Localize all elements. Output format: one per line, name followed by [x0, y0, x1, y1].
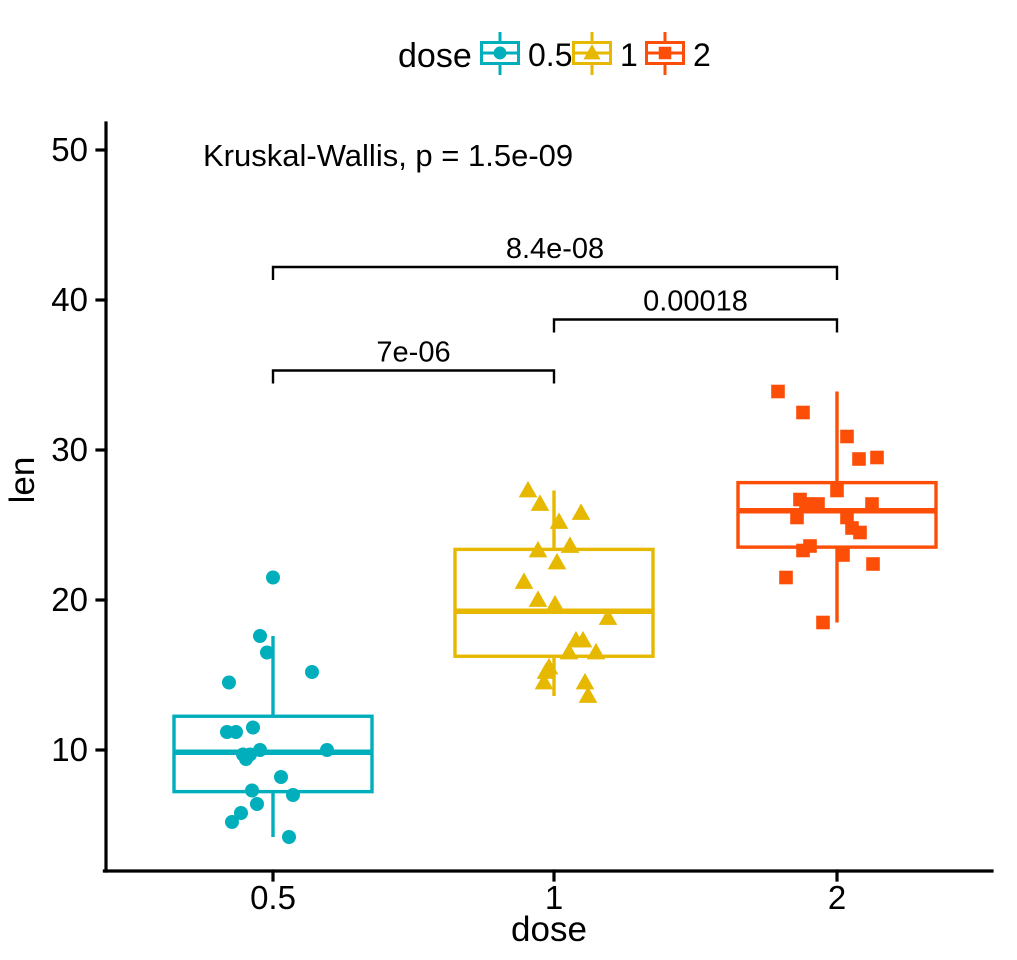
triangle-point [598, 608, 618, 625]
triangle-point [528, 590, 548, 607]
triangle-point [573, 630, 593, 648]
square-point [816, 615, 830, 630]
box-group-2 [736, 384, 938, 630]
y-tick-label: 30 [51, 431, 88, 468]
triangle-point [528, 540, 548, 558]
legend-key-0.5: 0.5 [480, 32, 572, 75]
triangle-point [547, 552, 567, 570]
triangle-point [518, 480, 538, 498]
square-point [779, 570, 793, 585]
box-group-1 [453, 480, 655, 703]
triangle-point [578, 686, 598, 703]
triangle-point [583, 44, 601, 60]
circle-point [229, 725, 243, 739]
square-point [845, 521, 859, 535]
square-point [771, 384, 785, 399]
significance-bracket [271, 265, 839, 280]
circle-point [266, 570, 280, 585]
legend-entry-label: 2 [693, 37, 711, 73]
y-axis-title: len [3, 457, 42, 504]
y-tick-label: 20 [51, 581, 88, 618]
square-point [811, 497, 825, 511]
y-axis-ticks: 10 20 30 40 50 [51, 131, 108, 768]
triangle-point [560, 536, 580, 553]
square-point [658, 46, 672, 60]
y-tick-label: 10 [51, 731, 88, 768]
square-point [796, 405, 810, 420]
circle-point [253, 629, 267, 643]
square-point [865, 497, 879, 511]
circle-point [260, 645, 274, 660]
x-tick-label: 1 [545, 879, 563, 916]
legend-entry-label: 1 [620, 37, 638, 73]
circle-point [282, 830, 296, 844]
square-point [840, 510, 854, 525]
box-group-0.5 [172, 570, 374, 844]
triangle-point [549, 512, 569, 529]
circle-point [250, 797, 264, 811]
circle-point [222, 675, 236, 690]
circle-point [253, 743, 267, 757]
circle-point [320, 743, 334, 757]
circle-point [245, 783, 259, 798]
legend-keys: 0.5 1 2 [480, 32, 711, 75]
triangle-point [575, 672, 595, 690]
square-point [852, 452, 866, 466]
legend-key-2: 2 [645, 32, 711, 75]
p-value-label: 0.00018 [643, 286, 748, 318]
triangle-point [545, 594, 565, 612]
significance-bracket [271, 369, 556, 384]
triangle-point [571, 503, 591, 520]
x-axis-title: dose [511, 910, 587, 949]
circle-point [493, 46, 507, 60]
p-value-label: 7e-06 [376, 337, 450, 369]
y-tick-label: 40 [51, 281, 88, 318]
legend-key-1: 1 [572, 32, 638, 75]
triangle-point [534, 672, 554, 690]
x-axis-ticks: 0.5 1 2 [250, 869, 846, 916]
legend-entry-label: 0.5 [528, 37, 572, 73]
square-point [793, 492, 807, 507]
circle-point [305, 665, 319, 679]
kruskal-wallis-label: Kruskal-Wallis, p = 1.5e-09 [203, 138, 573, 173]
box-groups [172, 384, 938, 844]
triangle-point [514, 572, 534, 589]
square-point [866, 557, 880, 571]
square-point [790, 510, 804, 525]
p-value-label: 8.4e-08 [506, 233, 604, 265]
y-tick-label: 50 [51, 131, 88, 168]
square-point [840, 429, 854, 444]
triangle-point [530, 494, 550, 511]
triangle-point [586, 642, 606, 660]
triangle-point [559, 642, 579, 660]
circle-point [274, 770, 288, 784]
triangle-point [539, 657, 559, 675]
square-point [836, 548, 850, 562]
comparison-brackets: 7e-06 0.00018 8.4e-08 [271, 233, 839, 384]
circle-point [286, 788, 300, 802]
x-tick-label: 0.5 [250, 879, 296, 916]
significance-bracket [552, 318, 839, 333]
square-point [830, 483, 844, 498]
x-tick-label: 2 [828, 879, 846, 916]
circle-point [246, 720, 260, 735]
square-point [803, 539, 817, 553]
circle-point [225, 815, 239, 829]
legend-title: dose [398, 37, 472, 75]
circle-point [234, 806, 248, 820]
square-point [870, 450, 884, 465]
